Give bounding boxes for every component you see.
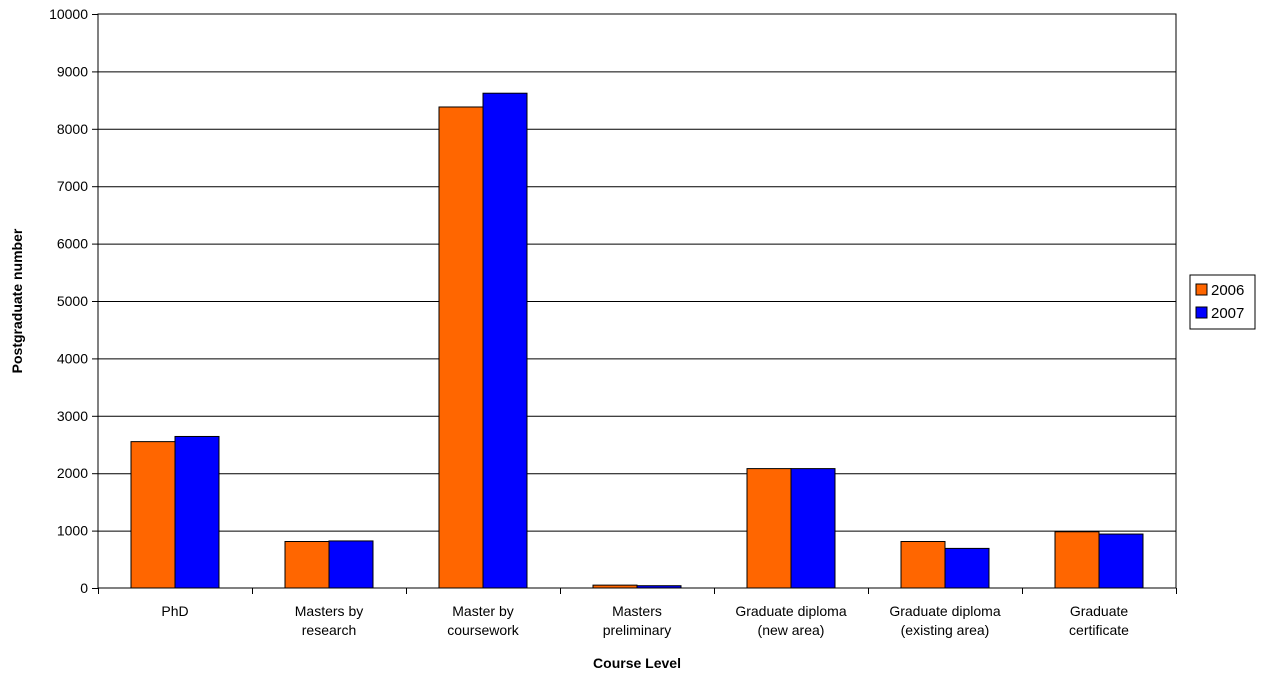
x-axis-title: Course Level bbox=[593, 655, 681, 671]
y-tick-label: 10000 bbox=[49, 6, 88, 22]
bar-2007 bbox=[636, 585, 682, 589]
x-category-label: (new area) bbox=[758, 622, 825, 638]
bar-2007 bbox=[944, 547, 990, 589]
y-tick-label: 2000 bbox=[57, 465, 88, 481]
x-category-label: preliminary bbox=[603, 622, 671, 638]
bar-2006 bbox=[284, 541, 330, 589]
bar-2006 bbox=[592, 584, 638, 589]
x-category-label: Masters bbox=[612, 603, 662, 619]
bar-2006 bbox=[746, 468, 792, 589]
y-tick-label: 4000 bbox=[57, 350, 88, 366]
x-category-label: certificate bbox=[1069, 622, 1129, 638]
x-category-label: Graduate bbox=[1070, 603, 1129, 619]
x-category-label: Graduate diploma bbox=[889, 603, 1001, 619]
x-category-label: Master by bbox=[452, 603, 513, 619]
y-tick-labels: 0 1000 2000 3000 4000 5000 6000 7000 8000 9000 100… bbox=[49, 6, 88, 596]
x-category-label: (existing area) bbox=[901, 622, 990, 638]
bar-2007 bbox=[1098, 533, 1144, 589]
y-tick-label: 9000 bbox=[57, 63, 88, 79]
y-tick-label: 1000 bbox=[57, 523, 88, 539]
bar-2006 bbox=[1054, 531, 1100, 589]
bar-2006 bbox=[900, 541, 946, 589]
legend: 2006 2007 bbox=[1189, 274, 1256, 330]
y-tick-label: 3000 bbox=[57, 408, 88, 424]
bar-2007 bbox=[328, 540, 374, 589]
x-category-labels: PhD Masters by research Master by coursework… bbox=[161, 603, 1129, 638]
bar-2006 bbox=[130, 441, 176, 589]
bar-2007 bbox=[174, 435, 220, 589]
y-tick-label: 7000 bbox=[57, 178, 88, 194]
legend-swatch-2006 bbox=[1195, 283, 1208, 296]
bar-2007 bbox=[790, 468, 836, 589]
legend-label-2006: 2006 bbox=[1211, 282, 1244, 299]
bar-2006 bbox=[438, 106, 484, 589]
y-tick-label: 6000 bbox=[57, 236, 88, 252]
x-category-label: research bbox=[302, 622, 356, 638]
bars bbox=[130, 92, 1144, 589]
axes bbox=[92, 14, 1177, 594]
y-tick-label: 5000 bbox=[57, 293, 88, 309]
x-category-label: Masters by bbox=[295, 603, 363, 619]
gridlines bbox=[97, 13, 1177, 589]
legend-label-2007: 2007 bbox=[1211, 305, 1244, 322]
y-tick-label: 0 bbox=[80, 580, 88, 596]
x-category-label: coursework bbox=[447, 622, 520, 638]
y-tick-label: 8000 bbox=[57, 121, 88, 137]
y-axis-title: Postgraduate number bbox=[9, 228, 25, 373]
bar-2007 bbox=[482, 92, 528, 589]
legend-swatch-2007 bbox=[1195, 306, 1208, 319]
x-category-label: Graduate diploma bbox=[735, 603, 847, 619]
x-category-label: PhD bbox=[161, 603, 188, 619]
